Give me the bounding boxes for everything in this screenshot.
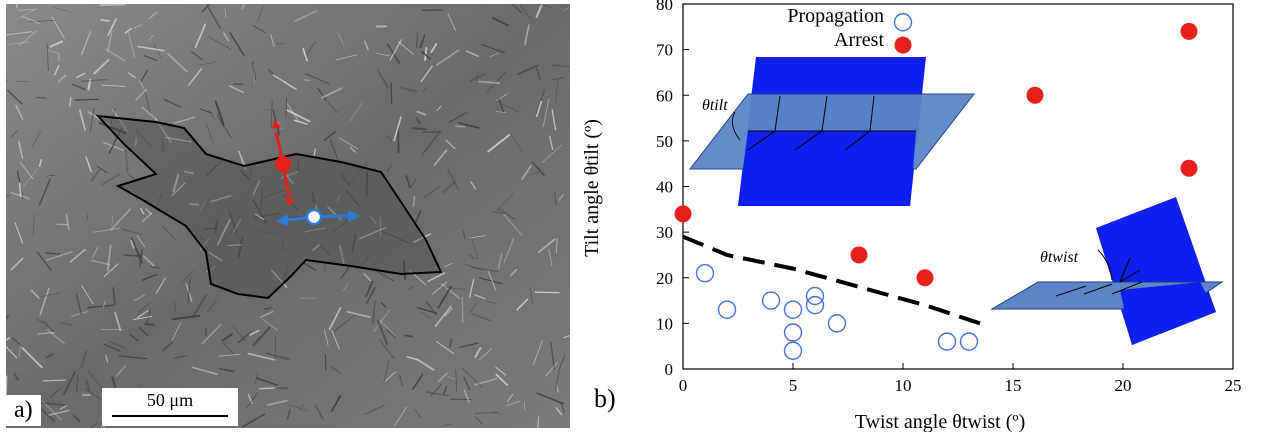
y-tick-label: 30 [656, 223, 673, 242]
arrest-point [1180, 22, 1198, 40]
chart-axes: 0 5 10 15 20 25 0 10 20 30 40 50 60 70 80 [656, 0, 1242, 395]
arrest-point [850, 246, 868, 264]
fracture-outline [95, 114, 443, 300]
x-tick-label: 0 [679, 376, 688, 395]
x-axis-label: Twist angle θtwist (º) [855, 411, 1025, 432]
y-tick-label: 0 [665, 360, 674, 379]
propagation-point [937, 332, 957, 351]
scale-bar-line [112, 415, 228, 417]
propagation-point [827, 314, 847, 333]
propagation-point [805, 295, 825, 315]
propagation-point [761, 291, 781, 310]
x-tick-label: 10 [895, 376, 912, 395]
propagation-point [805, 286, 825, 306]
arrest-point [674, 205, 692, 223]
x-tick-label: 5 [789, 376, 798, 395]
panel-a-label: a) [6, 395, 41, 426]
y-axis-label: Tilt angle θtilt (º) [581, 119, 603, 257]
tilt-angle-label: θtilt [702, 97, 728, 114]
tilt-twist-scatter-chart: θtilt θtwist 0 5 10 15 20 25 0 10 20 30 40 50 60 70 80… [581, 0, 1242, 432]
tilt-plane-lower [738, 131, 916, 206]
y-tick-label: 40 [656, 178, 673, 197]
propagation-point [695, 263, 715, 283]
propagation-point [717, 300, 737, 319]
propagation-point [783, 341, 803, 360]
y-tick-label: 10 [656, 314, 673, 333]
sem-micrograph: a) 50 μm [6, 4, 570, 428]
arrest-point [916, 269, 934, 287]
chart-points [674, 13, 1198, 360]
propagation-point [893, 13, 913, 32]
y-tick-label: 50 [656, 132, 673, 151]
threshold-line [682, 234, 981, 326]
dashed-boundary [682, 234, 981, 326]
y-tick-label: 60 [656, 86, 673, 105]
twist-plane-lower [1120, 282, 1216, 345]
arrest-point [1180, 159, 1198, 177]
propagation-point [783, 323, 803, 342]
arrest-point [1026, 86, 1044, 104]
x-tick-label: 25 [1225, 376, 1242, 395]
x-tick-label: 20 [1115, 376, 1132, 395]
arrest-point [894, 36, 912, 54]
scale-bar: 50 μm [102, 388, 238, 426]
propagation-marker [276, 208, 360, 226]
twist-angle-label: θtwist [1040, 249, 1079, 266]
fracture-surface-image [6, 4, 570, 428]
panel-b-label: b) [594, 384, 616, 413]
scale-bar-label: 50 μm [146, 390, 194, 410]
propagation-point [783, 300, 803, 319]
y-tick-label: 20 [656, 269, 673, 288]
y-tick-label: 80 [656, 0, 673, 14]
x-tick-label: 15 [1005, 376, 1022, 395]
legend-label: Propagation [787, 5, 884, 27]
propagation-point [959, 332, 979, 351]
inset-schematics: θtilt θtwist [688, 57, 1224, 345]
legend-label: Arrest [834, 29, 884, 51]
y-tick-label: 70 [656, 41, 673, 60]
arrest-marker [272, 120, 294, 206]
